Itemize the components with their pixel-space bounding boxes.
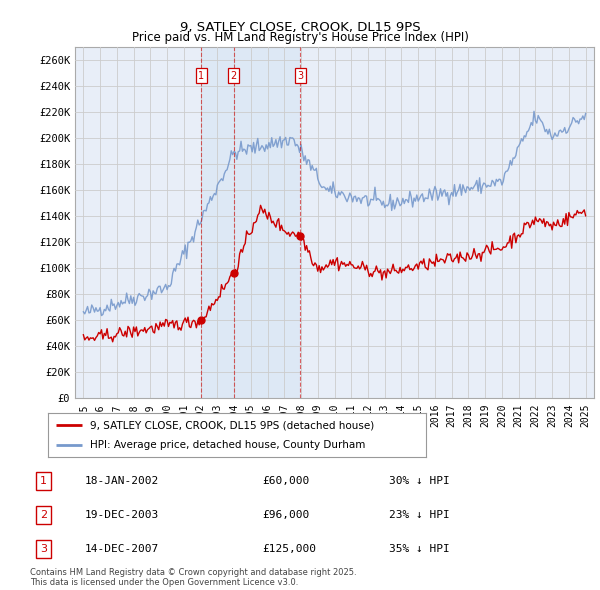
Bar xyxy=(202,47,301,398)
Text: £96,000: £96,000 xyxy=(262,510,309,520)
Text: £125,000: £125,000 xyxy=(262,544,316,554)
Text: 1: 1 xyxy=(40,476,47,486)
Text: 14-DEC-2007: 14-DEC-2007 xyxy=(85,544,160,554)
Text: Price paid vs. HM Land Registry's House Price Index (HPI): Price paid vs. HM Land Registry's House … xyxy=(131,31,469,44)
Text: 2: 2 xyxy=(40,510,47,520)
Text: 9, SATLEY CLOSE, CROOK, DL15 9PS (detached house): 9, SATLEY CLOSE, CROOK, DL15 9PS (detach… xyxy=(89,421,374,430)
Text: HPI: Average price, detached house, County Durham: HPI: Average price, detached house, Coun… xyxy=(89,440,365,450)
Text: £60,000: £60,000 xyxy=(262,476,309,486)
Text: 19-DEC-2003: 19-DEC-2003 xyxy=(85,510,160,520)
Text: 23% ↓ HPI: 23% ↓ HPI xyxy=(389,510,449,520)
Text: 1: 1 xyxy=(199,71,205,81)
Text: 30% ↓ HPI: 30% ↓ HPI xyxy=(389,476,449,486)
Text: 9, SATLEY CLOSE, CROOK, DL15 9PS: 9, SATLEY CLOSE, CROOK, DL15 9PS xyxy=(179,21,421,34)
Text: 3: 3 xyxy=(297,71,304,81)
Text: 35% ↓ HPI: 35% ↓ HPI xyxy=(389,544,449,554)
Text: Contains HM Land Registry data © Crown copyright and database right 2025.
This d: Contains HM Land Registry data © Crown c… xyxy=(30,568,356,587)
Text: 3: 3 xyxy=(40,544,47,554)
Text: 18-JAN-2002: 18-JAN-2002 xyxy=(85,476,160,486)
Text: 2: 2 xyxy=(230,71,236,81)
